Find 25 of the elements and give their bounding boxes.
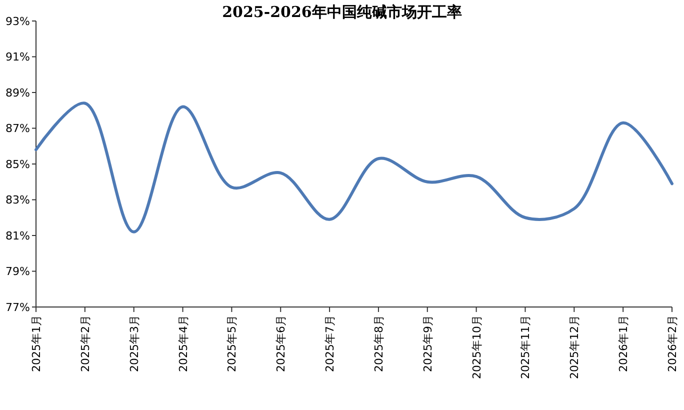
x-tick-label: 2025年9月 [421, 315, 434, 372]
x-tick-label: 2025年4月 [176, 315, 190, 372]
x-tick-label: 2025年3月 [128, 315, 141, 372]
x-tick-label: 2025年6月 [274, 315, 288, 372]
y-tick-label: 93% [6, 14, 30, 28]
y-tick-label: 77% [6, 300, 30, 314]
y-tick-label: 79% [6, 265, 30, 278]
y-tick-label: 89% [6, 86, 30, 100]
line-series [34, 102, 674, 234]
x-tick-label: 2026年1月 [617, 315, 630, 372]
x-tick-label: 2025年10月 [470, 315, 484, 379]
x-tick-label: 2025年7月 [324, 315, 337, 372]
chart-title: 2025-2026年中国纯碱市场开工率 [222, 3, 462, 21]
x-tick-label: 2025年11月 [519, 315, 532, 379]
y-tick-label: 85% [6, 158, 30, 171]
y-tick-label: 81% [6, 229, 30, 242]
x-tick-label: 2025年1月 [30, 315, 43, 372]
x-tick-label: 2025年5月 [226, 315, 239, 372]
x-tick-label: 2025年2月 [78, 315, 92, 372]
x-tick-label: 2025年8月 [372, 315, 386, 372]
y-tick-label: 91% [6, 50, 30, 64]
x-tick-label: 2026年2月 [666, 315, 679, 372]
x-tick-label: 2025年12月 [568, 315, 582, 379]
y-tick-label: 87% [6, 122, 30, 136]
y-tick-label: 83% [6, 194, 30, 207]
